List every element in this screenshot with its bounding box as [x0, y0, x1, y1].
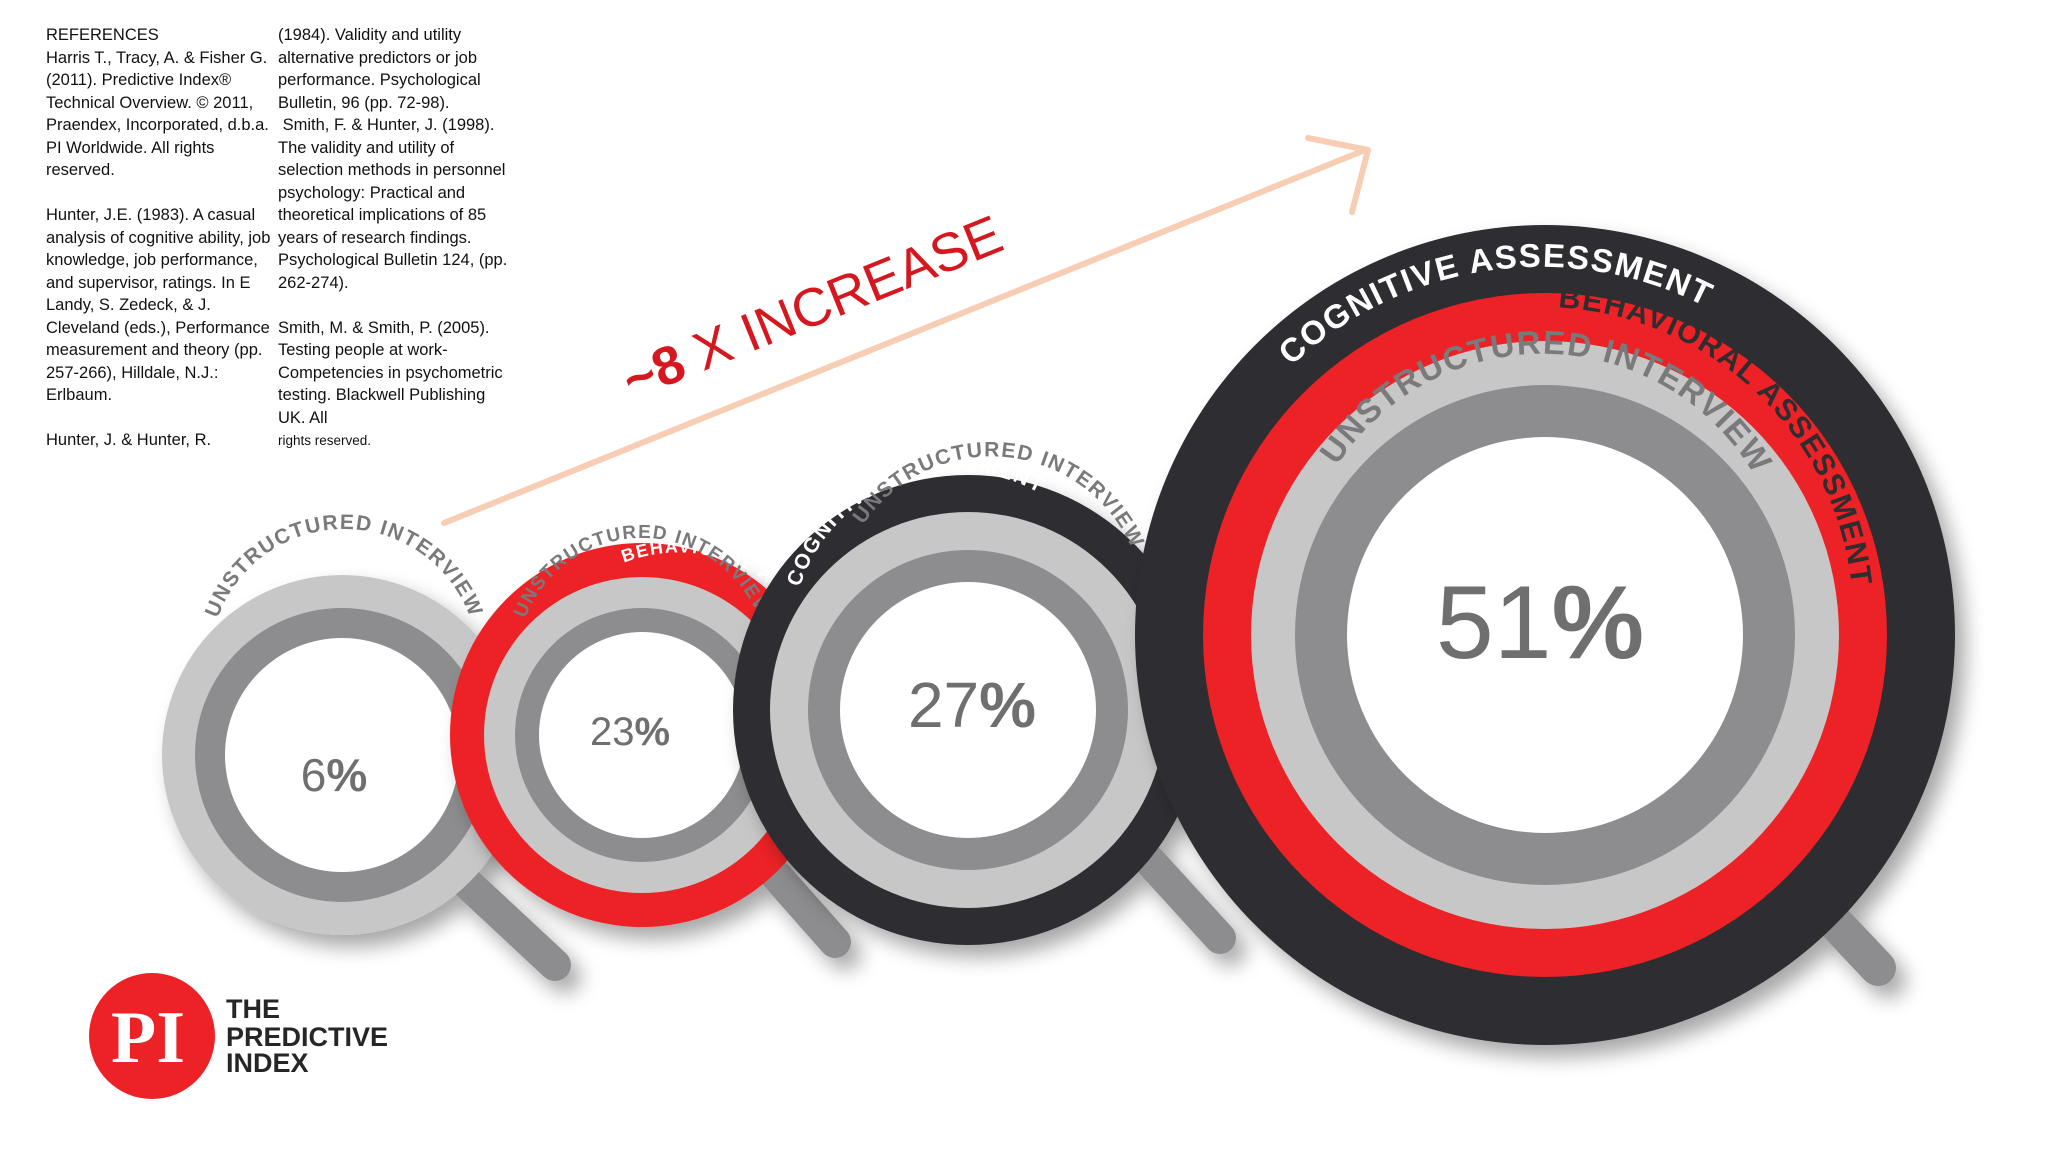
value-cognitive: 27%: [908, 669, 1036, 741]
references-text-2: (1984). Validity and utility alternative…: [278, 26, 508, 427]
magnifier-combined: [1135, 225, 1955, 1045]
logo-mark-circle: [89, 973, 215, 1099]
increase-headline: ~8 X INCREASE: [614, 204, 1011, 411]
references-text-1: Harris T., Tracy, A. & Fisher G. (2011).…: [46, 48, 271, 450]
logo-line-2: PREDICTIVE: [226, 1022, 388, 1052]
value-unstructured: 6%: [301, 749, 368, 801]
logo-line-3: INDEX: [226, 1048, 309, 1078]
magnifier-cognitive: [733, 475, 1236, 954]
references-heading: REFERENCES: [46, 26, 159, 44]
logo-mark: PI: [111, 997, 185, 1079]
increase-arrow: [441, 135, 1371, 526]
magnifier-unstructured: [162, 575, 571, 981]
value-combined: 51%: [1436, 565, 1644, 681]
logo-line-1: THE: [226, 994, 280, 1024]
predictive-index-logo: PI THE PREDICTIVE INDEX: [89, 973, 388, 1099]
references-column-1: REFERENCES Harris T., Tracy, A. & Fisher…: [46, 24, 278, 452]
magnifier-behavioral: [450, 543, 851, 958]
value-behavioral: 23%: [590, 710, 670, 754]
references-column-2: (1984). Validity and utility alternative…: [278, 24, 510, 452]
references-text-2-end: rights reserved.: [278, 433, 372, 448]
